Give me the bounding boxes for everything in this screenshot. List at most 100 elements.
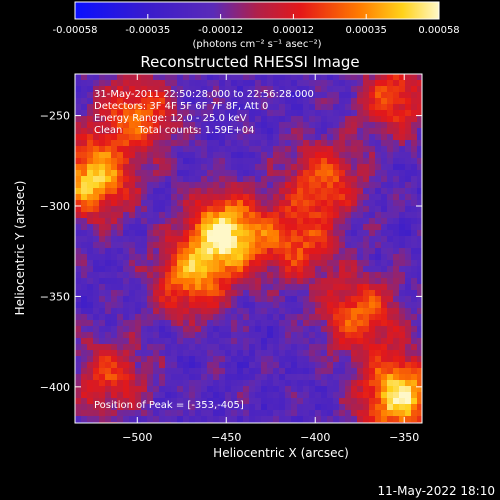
heatmap-cell [339,392,346,399]
heatmap-cell [165,308,172,315]
heatmap-cell [339,80,346,87]
heatmap-cell [213,296,220,303]
heatmap-cell [309,284,316,291]
heatmap-cell [273,206,280,213]
heatmap-cell [309,326,316,333]
heatmap-cell [219,86,226,93]
heatmap-cell [123,266,130,273]
heatmap-cell [237,368,244,375]
heatmap-cell [111,350,118,357]
heatmap-cell [387,350,394,357]
heatmap-cell [129,170,136,177]
heatmap-cell [369,242,376,249]
heatmap-cell [231,356,238,363]
heatmap-cell [111,134,118,141]
heatmap-cell [171,404,178,411]
heatmap-cell [249,374,256,381]
heatmap-cell [105,260,112,267]
heatmap-cell [387,128,394,135]
heatmap-cell [99,320,106,327]
heatmap-cell [387,296,394,303]
heatmap-cell [369,98,376,105]
heatmap-cell [225,344,232,351]
heatmap-cell [315,278,322,285]
heatmap-cell [375,344,382,351]
heatmap-cell [351,398,358,405]
heatmap-cell [159,224,166,231]
heatmap-cell [405,182,412,189]
heatmap-cell [237,254,244,261]
heatmap-cell [117,314,124,321]
heatmap-cell [411,272,418,279]
heatmap-cell [87,392,94,399]
heatmap-cell [117,242,124,249]
heatmap-cell [219,296,226,303]
heatmap-cell [273,308,280,315]
heatmap-cell [183,92,190,99]
heatmap-cell [303,392,310,399]
heatmap-cell [315,188,322,195]
heatmap-cell [87,98,94,105]
heatmap-cell [159,188,166,195]
heatmap-cell [327,356,334,363]
heatmap-cell [219,110,226,117]
heatmap-cell [141,368,148,375]
heatmap-cell [261,140,268,147]
heatmap-cell [141,224,148,231]
heatmap-cell [183,80,190,87]
heatmap-cell [315,104,322,111]
heatmap-cell [225,206,232,213]
heatmap-cell [213,92,220,99]
heatmap-cell [267,170,274,177]
heatmap-cell [381,92,388,99]
heatmap-cell [153,272,160,279]
heatmap-cell [321,356,328,363]
heatmap-cell [147,362,154,369]
heatmap-cell [303,164,310,171]
heatmap-cell [375,272,382,279]
heatmap-cell [123,212,130,219]
heatmap-cell [381,236,388,243]
heatmap-cell [333,284,340,291]
heatmap-cell [111,278,118,285]
heatmap-cell [117,86,124,93]
heatmap-cell [141,206,148,213]
heatmap-cell [111,248,118,255]
heatmap-cell [285,212,292,219]
heatmap-cell [393,164,400,171]
heatmap-cell [75,224,82,231]
heatmap-cell [381,212,388,219]
heatmap-cell [381,224,388,231]
heatmap-cell [351,290,358,297]
heatmap-cell [171,182,178,189]
heatmap-cell [357,416,364,423]
heatmap-cell [309,380,316,387]
heatmap-cell [213,218,220,225]
heatmap-cell [309,116,316,123]
heatmap-cell [75,320,82,327]
heatmap-cell [381,338,388,345]
heatmap-cell [309,386,316,393]
heatmap-cell [75,392,82,399]
heatmap-cell [309,146,316,153]
heatmap-cell [195,362,202,369]
heatmap-cell [273,368,280,375]
heatmap-cell [249,308,256,315]
heatmap-cell [117,284,124,291]
heatmap-cell [369,332,376,339]
heatmap-cell [231,170,238,177]
heatmap-cell [147,326,154,333]
heatmap-cell [411,104,418,111]
heatmap-cell [381,140,388,147]
heatmap-cell [135,272,142,279]
heatmap-cell [75,242,82,249]
heatmap-cell [399,326,406,333]
heatmap-cell [195,122,202,129]
heatmap-cell [207,326,214,333]
heatmap-cell [123,368,130,375]
heatmap-cell [165,140,172,147]
heatmap-cell [171,296,178,303]
heatmap-cell [153,404,160,411]
heatmap-cell [87,122,94,129]
heatmap-cell [135,404,142,411]
